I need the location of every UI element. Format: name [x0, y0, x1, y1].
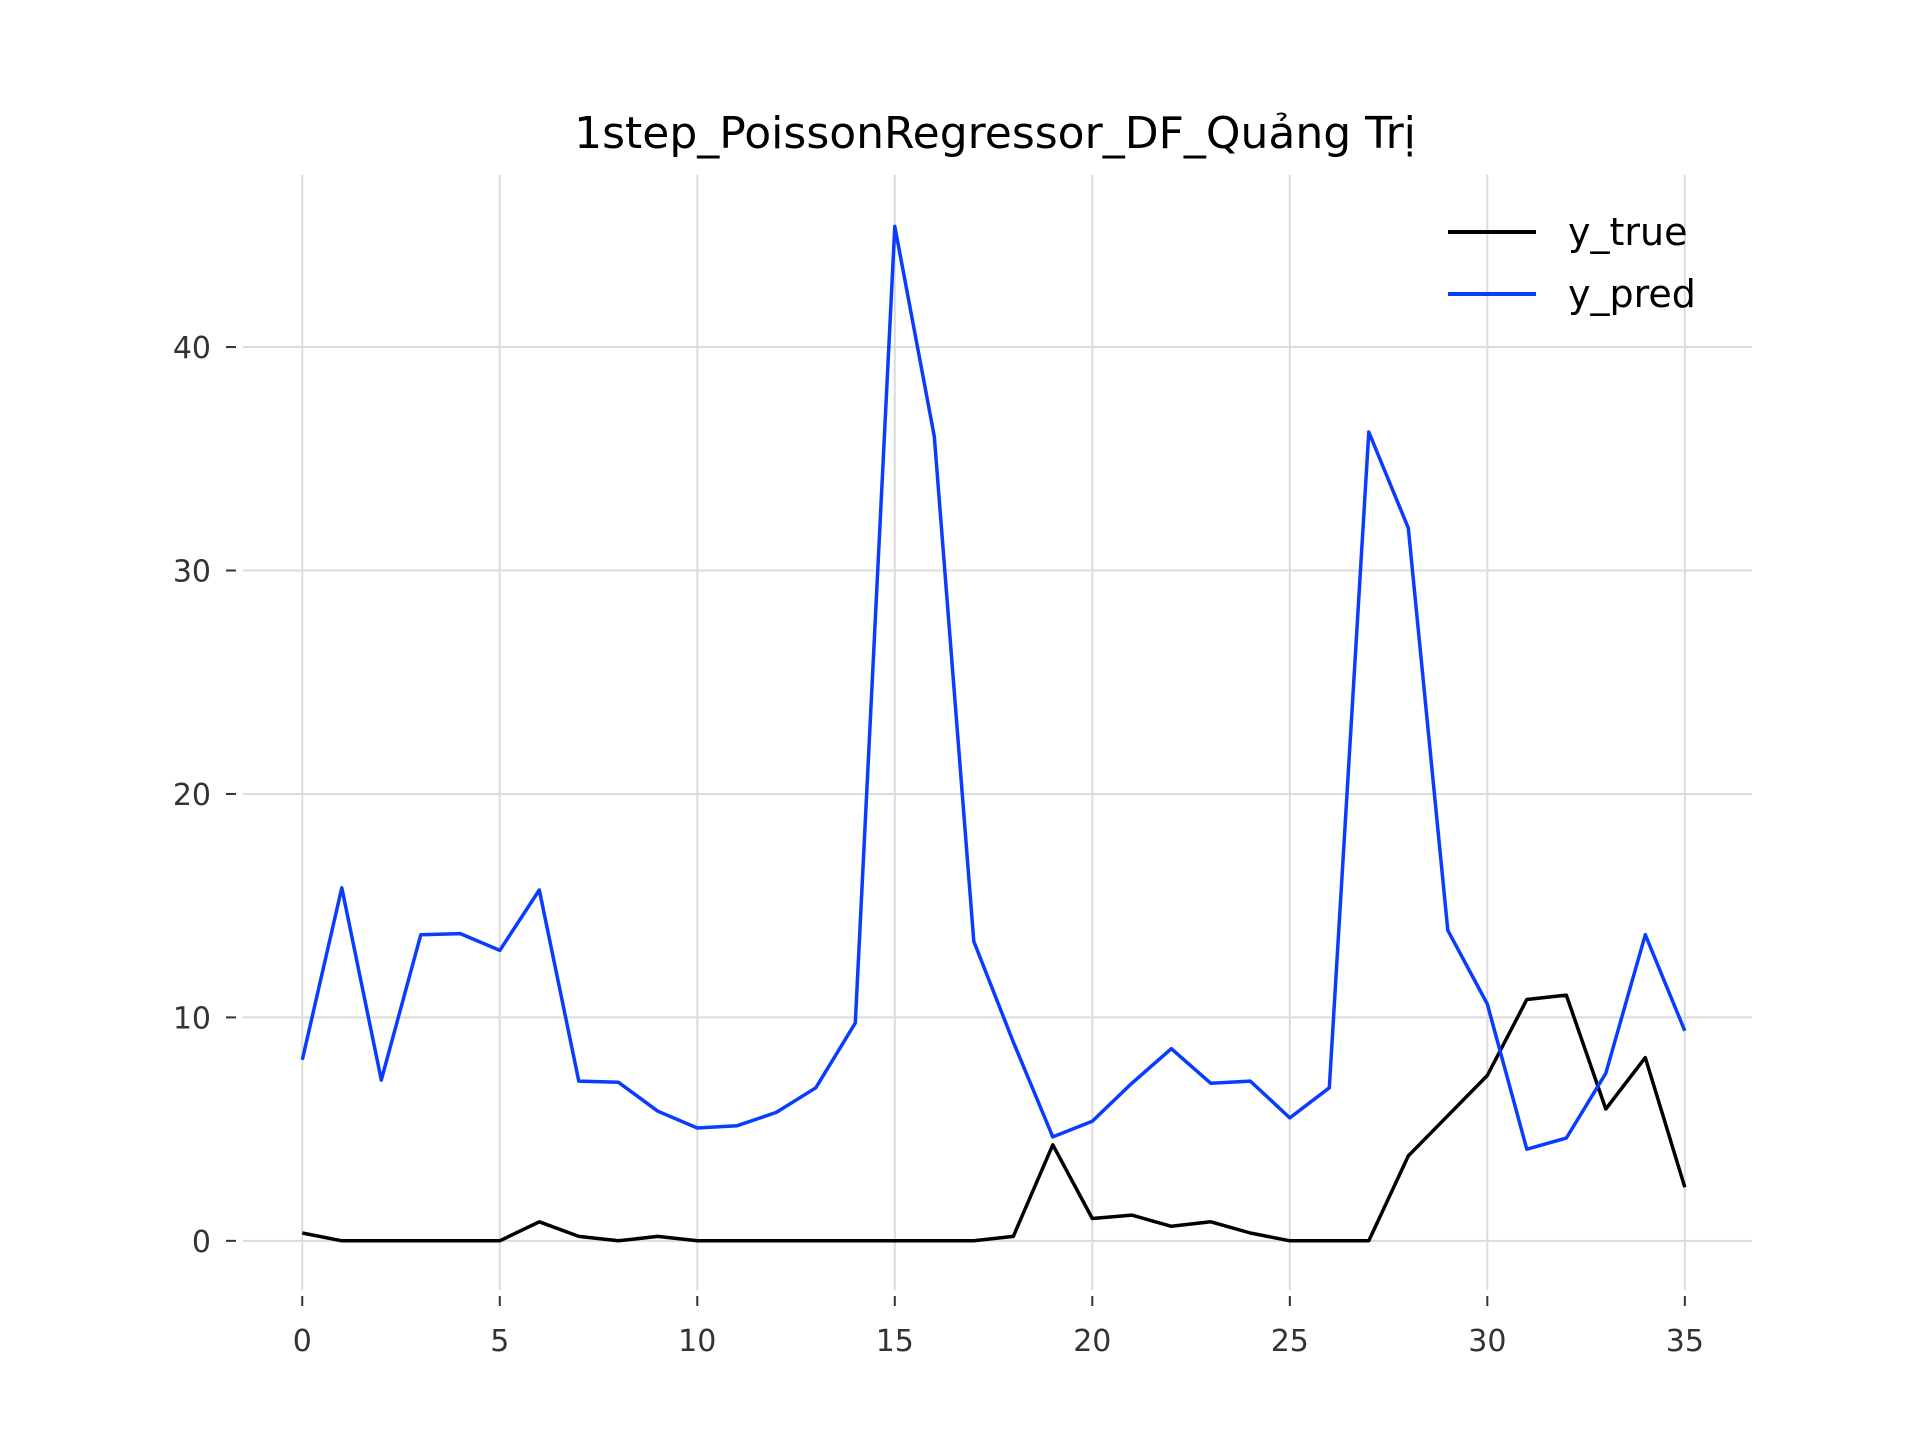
- x-tick-label: 25: [1271, 1324, 1309, 1359]
- y-tick-label: 40: [173, 331, 211, 366]
- x-tick-label: 15: [876, 1324, 914, 1359]
- x-tick-label: 35: [1666, 1324, 1704, 1359]
- x-tick-label: 5: [490, 1324, 509, 1359]
- legend-label-y-true: y_true: [1568, 210, 1687, 254]
- x-tick-label: 10: [678, 1324, 716, 1359]
- legend-label-y-pred: y_pred: [1568, 272, 1696, 316]
- y-tick-label: 30: [173, 555, 211, 590]
- series-line-y-pred: [300, 224, 1687, 1151]
- y-tick-label: 20: [173, 778, 211, 813]
- legend: y_true y_pred: [1448, 210, 1696, 316]
- x-tick-label: 30: [1468, 1324, 1506, 1359]
- axis-ticks: 0 5 10 15 20 25 30 35 0 10 20 30 40: [173, 331, 1704, 1359]
- series-line-y-true: [301, 993, 1687, 1243]
- y-tick-label: 0: [192, 1225, 211, 1260]
- x-tick-label: 0: [293, 1324, 312, 1359]
- x-tick-label: 20: [1073, 1324, 1111, 1359]
- y-tick-label: 10: [173, 1001, 211, 1036]
- series-lines: [300, 224, 1687, 1243]
- chart-title: 1step_PoissonRegressor_DF_Quảng Trị: [574, 108, 1416, 159]
